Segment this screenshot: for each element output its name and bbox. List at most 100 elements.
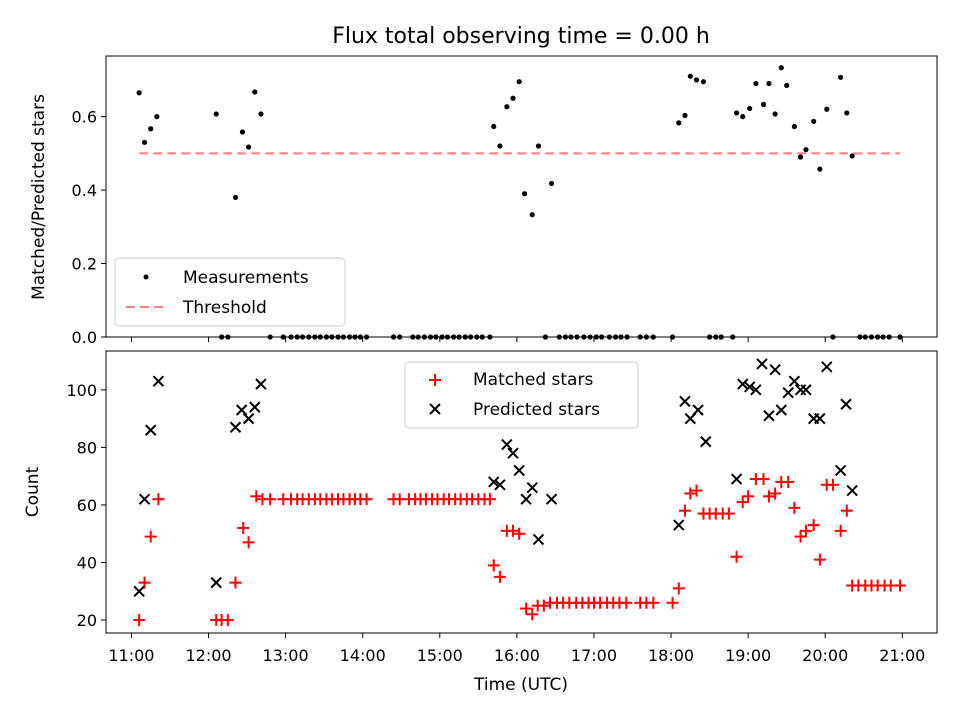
matched-star-point [769, 487, 782, 500]
matched-star-point [893, 579, 906, 592]
x-tick-label: 11:00 [108, 646, 154, 665]
predicted-stars-points [133, 358, 858, 597]
predicted-star-point [700, 435, 712, 448]
measurement-point [747, 105, 753, 112]
predicted-star-point [763, 410, 775, 422]
measurement-point [258, 111, 264, 117]
matched-star-point [520, 602, 533, 615]
predicted-star-point [501, 438, 513, 451]
predicted-star-point [846, 484, 858, 497]
bottom-x-ticks: 11:00 12:00 13:00 14:00 15:00 16:00 17:00 18:00… [108, 633, 925, 665]
chart-title: Flux total observing time = 0.00 h [332, 24, 710, 49]
measurement-point [148, 126, 154, 132]
predicted-star-point [520, 493, 532, 505]
predicted-star-point [730, 473, 743, 485]
x-tick-label: 14:00 [340, 646, 386, 665]
predicted-star-point [138, 493, 151, 505]
matched-star-point [493, 570, 506, 583]
predicted-star-point [255, 378, 267, 390]
measurement-point [510, 95, 516, 101]
measurement-point [548, 180, 555, 187]
legend-threshold-label: Threshold [182, 298, 267, 318]
predicted-star-point [532, 533, 545, 546]
measurement-point [772, 111, 778, 117]
measurement-point [529, 212, 535, 218]
measurement-point [213, 111, 219, 117]
predicted-star-point [821, 361, 833, 373]
predicted-star-point [249, 401, 261, 413]
matched-star-point [807, 519, 820, 532]
matched-star-point [144, 530, 157, 543]
predicted-star-point [756, 358, 768, 370]
measurement-point [784, 82, 790, 88]
matched-star-point [487, 559, 500, 572]
bottom-legend-box [404, 361, 639, 429]
predicted-star-point [692, 404, 704, 416]
predicted-star-point [673, 519, 685, 531]
top-plot-frame [105, 55, 938, 338]
matched-star-point [250, 490, 263, 503]
x-tick-label: 17:00 [571, 646, 617, 665]
x-tick-label: 15:00 [417, 646, 463, 665]
legend-predicted-label: Predicted stars [473, 400, 600, 420]
matched-star-point [782, 475, 795, 488]
x-tick-label: 20:00 [802, 646, 848, 665]
measurement-point [239, 129, 246, 135]
measurement-point [803, 147, 809, 153]
matched-star-point [138, 576, 151, 589]
top-legend-box [114, 257, 346, 327]
predicted-star-point [750, 384, 762, 396]
matched-star-point [666, 596, 679, 609]
predicted-star-point [488, 476, 500, 488]
matched-star-point [684, 487, 697, 500]
bottom-y-tick-label: 100 [66, 381, 97, 400]
measurement-point [516, 79, 522, 85]
top-y-tick-label: 0.4 [72, 181, 97, 200]
legend-measurements-marker [143, 274, 149, 280]
matched-star-point [690, 484, 703, 497]
predicted-star-point [769, 363, 781, 376]
measurement-point [811, 118, 817, 124]
measurement-point [521, 191, 528, 197]
measurement-point [232, 194, 239, 201]
bottom-y-ticks: 20 40 60 80 100 [66, 381, 106, 630]
measurement-point [504, 104, 510, 110]
x-tick-label: 19:00 [725, 646, 771, 665]
measurement-point [817, 166, 823, 172]
predicted-star-point [545, 493, 558, 505]
measurement-point [844, 110, 850, 116]
predicted-star-point [235, 404, 248, 416]
measurement-point [693, 77, 700, 83]
matched-star-point [620, 596, 633, 609]
measurement-point [797, 154, 804, 160]
measurement-point [766, 80, 772, 87]
matched-star-point [647, 596, 660, 609]
predicted-star-point [242, 412, 255, 425]
predicted-star-point [229, 421, 242, 433]
measurement-point [778, 65, 784, 71]
predicted-star-point [775, 404, 787, 416]
matched-star-point [537, 599, 550, 612]
matched-star-point [794, 530, 807, 543]
measurement-point [760, 101, 767, 108]
measurement-point [700, 79, 707, 85]
matched-star-point [757, 473, 770, 486]
matched-star-point [672, 582, 685, 595]
predicted-star-point [210, 576, 222, 589]
measurement-point [491, 123, 497, 130]
predicted-star-point [679, 395, 691, 408]
bottom-y-tick-label: 60 [77, 496, 97, 515]
matched-star-point [152, 493, 165, 506]
predicted-star-point [814, 412, 826, 425]
predicted-star-point [800, 384, 812, 396]
matched-star-point [507, 524, 520, 537]
matched-star-point [237, 521, 250, 534]
top-axes: 0.0 0.2 0.4 0.6 Matched/Predicted stars Mea… [29, 55, 938, 347]
matched-star-point [788, 501, 801, 514]
matched-star-point [840, 504, 853, 517]
bottom-legend: Matched stars Predicted stars [404, 361, 639, 429]
matched-star-point [742, 490, 755, 503]
matched-star-point [736, 496, 749, 509]
x-tick-label: 12:00 [185, 646, 231, 665]
